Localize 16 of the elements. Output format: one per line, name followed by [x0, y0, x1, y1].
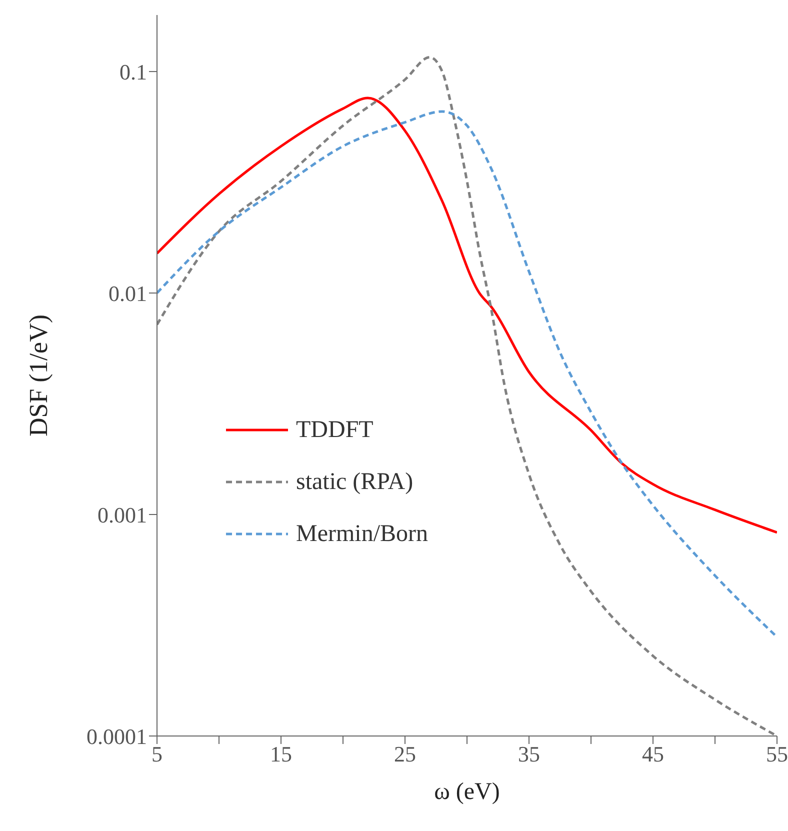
- legend-label: static (RPA): [296, 468, 414, 496]
- legend-label: Mermin/Born: [296, 520, 428, 548]
- legend-label: TDDFT: [296, 416, 374, 444]
- y-tick-label: 0.001: [98, 502, 147, 528]
- x-tick-label: 15: [270, 742, 292, 767]
- y-tick-label: 0.01: [108, 280, 147, 306]
- y-tick-label: 0.0001: [86, 724, 147, 749]
- y-tick-label: 0.1: [120, 59, 147, 84]
- x-tick-label: 25: [394, 742, 416, 767]
- y-axis-title: DSF (1/eV): [24, 314, 54, 437]
- line-series: [157, 110, 777, 638]
- x-tick-label: 35: [518, 742, 540, 767]
- x-tick-label: 45: [642, 742, 664, 767]
- x-tick-label: 55: [766, 742, 788, 767]
- x-tick-label: 5: [152, 742, 162, 767]
- x-axis-title: ω (eV): [434, 779, 500, 805]
